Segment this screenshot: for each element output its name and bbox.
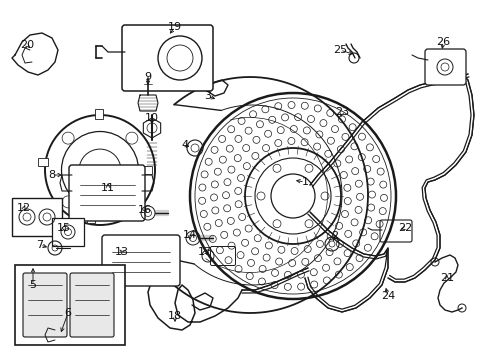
Text: 16: 16 (138, 205, 152, 215)
Text: 20: 20 (20, 40, 34, 50)
Text: 1: 1 (301, 177, 309, 187)
Text: 19: 19 (168, 22, 182, 32)
FancyBboxPatch shape (211, 247, 236, 266)
Text: 5: 5 (29, 280, 36, 290)
FancyBboxPatch shape (380, 220, 412, 242)
Bar (95, 109, 103, 119)
Text: 8: 8 (49, 170, 55, 180)
Text: 14: 14 (183, 230, 197, 240)
Text: 26: 26 (436, 37, 450, 47)
FancyBboxPatch shape (122, 25, 213, 91)
Bar (38, 158, 48, 166)
FancyBboxPatch shape (425, 49, 466, 85)
Text: 13: 13 (115, 247, 129, 257)
Text: 9: 9 (145, 72, 151, 82)
Text: 21: 21 (440, 273, 454, 283)
FancyBboxPatch shape (70, 273, 114, 337)
Bar (15, 265, 125, 345)
Text: 22: 22 (398, 223, 412, 233)
Polygon shape (144, 118, 161, 138)
Text: 10: 10 (145, 113, 159, 123)
Text: 11: 11 (101, 183, 115, 193)
Text: 2: 2 (331, 231, 339, 241)
Text: 23: 23 (335, 107, 349, 117)
Text: 7: 7 (36, 240, 44, 250)
Text: 4: 4 (181, 140, 189, 150)
FancyBboxPatch shape (23, 273, 67, 337)
Text: 15: 15 (57, 223, 71, 233)
Text: 6: 6 (65, 308, 72, 318)
Bar (142, 166, 152, 174)
Text: 24: 24 (381, 291, 395, 301)
FancyBboxPatch shape (102, 235, 180, 286)
Text: 17: 17 (198, 247, 212, 257)
Text: 18: 18 (168, 311, 182, 321)
FancyBboxPatch shape (69, 165, 145, 221)
Bar (12, 198, 62, 236)
Text: 25: 25 (333, 45, 347, 55)
Bar (52, 218, 84, 246)
Text: 12: 12 (17, 203, 31, 213)
Bar (87, 213, 95, 223)
Text: 3: 3 (204, 91, 212, 101)
